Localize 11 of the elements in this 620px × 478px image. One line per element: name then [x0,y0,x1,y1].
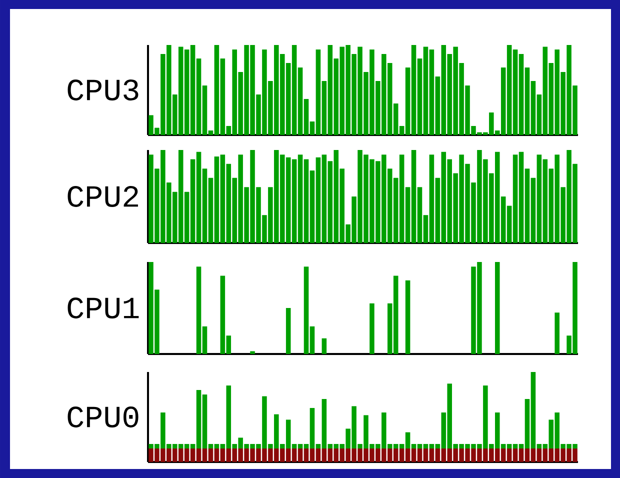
y-axis-title: CPU0 [68,406,138,428]
bar [322,338,327,354]
bar [250,351,255,354]
bar [554,312,560,354]
bar [370,303,374,354]
y-axis-title: CPU3 [68,79,138,100]
bar [494,262,500,354]
bar [286,308,291,354]
bar [405,280,410,354]
y-axis-title: CPU2 [68,186,138,207]
y-axis-title: CPU1 [68,297,139,318]
